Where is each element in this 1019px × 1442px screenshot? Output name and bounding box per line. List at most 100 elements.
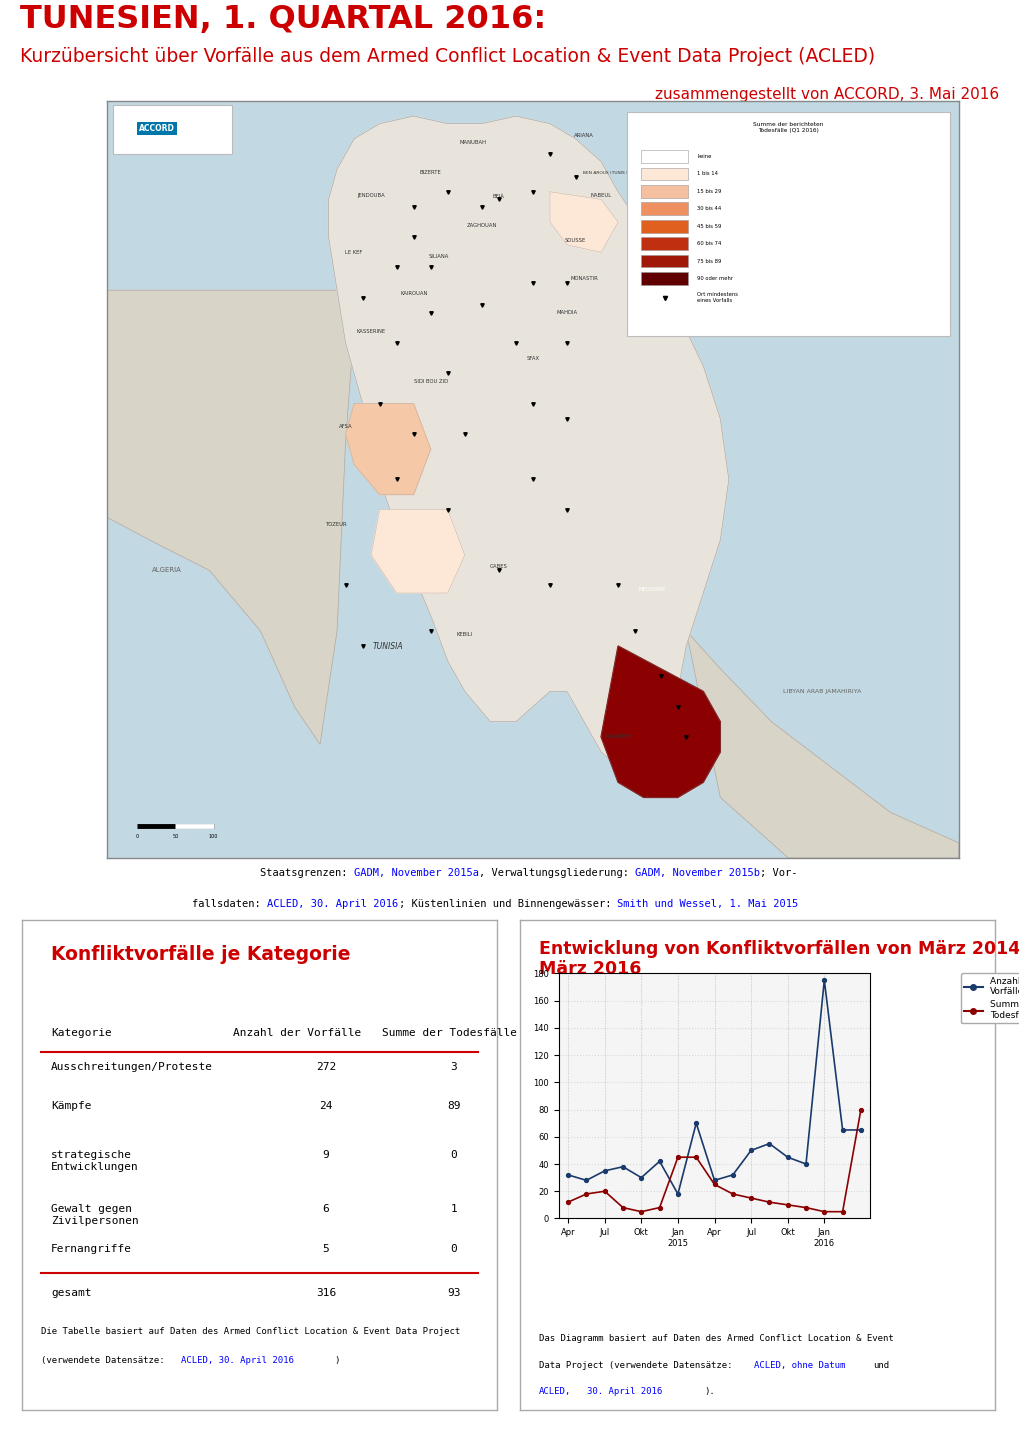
Text: BIZERTE: BIZERTE	[420, 170, 441, 176]
Text: KAIROUAN: KAIROUAN	[399, 291, 427, 297]
Text: Ausschreitungen/Proteste: Ausschreitungen/Proteste	[51, 1063, 213, 1073]
Text: NABEUL: NABEUL	[590, 193, 611, 198]
Text: ACLED, 30. April 2016: ACLED, 30. April 2016	[181, 1357, 293, 1366]
Polygon shape	[107, 290, 354, 858]
Polygon shape	[600, 646, 719, 797]
Text: 3: 3	[450, 1063, 457, 1073]
Text: Das Diagramm basiert auf Daten des Armed Conflict Location & Event: Das Diagramm basiert auf Daten des Armed…	[539, 1334, 893, 1344]
Text: 316: 316	[316, 1288, 336, 1298]
Text: 0: 0	[136, 833, 139, 839]
Polygon shape	[549, 192, 618, 252]
Text: Kategorie: Kategorie	[51, 1028, 111, 1038]
Text: SIDI BOU ZID: SIDI BOU ZID	[414, 379, 447, 384]
Text: (verwendete Datensätze:: (verwendete Datensätze:	[42, 1357, 170, 1366]
Text: ACLED,: ACLED,	[539, 1387, 571, 1396]
Bar	[641, 273, 687, 286]
Bar	[641, 150, 687, 163]
Text: 9: 9	[322, 1151, 329, 1161]
Text: keine: keine	[697, 154, 711, 159]
Text: 0: 0	[450, 1151, 457, 1161]
Bar	[641, 236, 687, 249]
Text: 272: 272	[316, 1063, 336, 1073]
Text: KEBILI: KEBILI	[457, 632, 473, 637]
Bar	[641, 167, 687, 180]
Text: MEDENINE: MEDENINE	[638, 587, 665, 591]
Text: BEJÀ: BEJÀ	[492, 193, 504, 199]
Text: MONASTIR: MONASTIR	[570, 277, 597, 281]
Text: GADM, November 2015a: GADM, November 2015a	[354, 868, 479, 878]
Text: ZAGHOUAN: ZAGHOUAN	[467, 224, 496, 228]
Bar	[641, 255, 687, 268]
Text: 5: 5	[322, 1243, 329, 1253]
Text: 93: 93	[447, 1288, 461, 1298]
Text: GABES: GABES	[489, 564, 507, 570]
Text: Kurzübersicht über Vorfälle aus dem Armed Conflict Location & Event Data Project: Kurzübersicht über Vorfälle aus dem Arme…	[20, 48, 874, 66]
Text: 100: 100	[209, 833, 218, 839]
Text: 89: 89	[447, 1102, 461, 1112]
Text: 1 bis 14: 1 bis 14	[697, 172, 717, 176]
Text: Gewalt gegen
Zivilpersonen: Gewalt gegen Zivilpersonen	[51, 1204, 139, 1226]
Text: ACLED, 30. April 2016: ACLED, 30. April 2016	[267, 898, 398, 908]
Text: , Verwaltungsgliederung:: , Verwaltungsgliederung:	[479, 868, 635, 878]
Text: TOZEUR: TOZEUR	[326, 522, 347, 528]
Bar	[641, 219, 687, 232]
Bar	[641, 202, 687, 215]
Text: TUNESIEN, 1. QUARTAL 2016:: TUNESIEN, 1. QUARTAL 2016:	[20, 4, 546, 35]
Text: SFAX: SFAX	[526, 356, 539, 360]
Text: ITALY: ITALY	[840, 159, 855, 164]
Text: 50: 50	[172, 833, 178, 839]
Text: ).: ).	[703, 1387, 714, 1396]
Text: Summe der berichteten
Todesfälle (Q1 2016): Summe der berichteten Todesfälle (Q1 201…	[753, 123, 822, 133]
Text: ACCORD: ACCORD	[140, 124, 175, 133]
Text: ALGERIA: ALGERIA	[152, 567, 181, 574]
Text: ; Vor-: ; Vor-	[759, 868, 797, 878]
Text: ; Küstenlinien und Binnengewässer:: ; Küstenlinien und Binnengewässer:	[398, 898, 616, 908]
Text: 24: 24	[319, 1102, 332, 1112]
Text: MAHDIA: MAHDIA	[556, 310, 577, 316]
Text: Smith und Wessel, 1. Mai 2015: Smith und Wessel, 1. Mai 2015	[616, 898, 798, 908]
Text: 90 oder mehr: 90 oder mehr	[697, 275, 733, 281]
Polygon shape	[371, 509, 465, 593]
Text: strategische
Entwicklungen: strategische Entwicklungen	[51, 1151, 139, 1172]
Text: KASSERINE: KASSERINE	[357, 329, 385, 335]
Text: 75 bis 89: 75 bis 89	[697, 258, 721, 264]
Text: 15 bis 29: 15 bis 29	[697, 189, 721, 193]
Text: TATAOUINE: TATAOUINE	[603, 734, 632, 740]
Polygon shape	[686, 632, 958, 858]
Text: Data Project (verwendete Datensätze:: Data Project (verwendete Datensätze:	[539, 1361, 738, 1370]
Text: BEN AROUS (TUNIS SUD): BEN AROUS (TUNIS SUD)	[582, 170, 636, 174]
Text: 1: 1	[450, 1204, 457, 1214]
Text: zusammengestellt von ACCORD, 3. Mai 2016: zusammengestellt von ACCORD, 3. Mai 2016	[655, 87, 999, 101]
Text: Ort mindestens
eines Vorfalls: Ort mindestens eines Vorfalls	[697, 293, 738, 303]
Text: Kämpfe: Kämpfe	[51, 1102, 92, 1112]
FancyBboxPatch shape	[113, 105, 232, 154]
Text: ACLED, ohne Datum: ACLED, ohne Datum	[753, 1361, 844, 1370]
Text: 30. April 2016: 30. April 2016	[586, 1387, 661, 1396]
Text: gesamt: gesamt	[51, 1288, 92, 1298]
Polygon shape	[805, 138, 899, 215]
Text: 6: 6	[322, 1204, 329, 1214]
Text: TUNIS: TUNIS	[627, 147, 642, 153]
Polygon shape	[345, 404, 430, 495]
Bar	[641, 185, 687, 198]
Text: SOUSSE: SOUSSE	[565, 238, 586, 244]
Text: Die Tabelle basiert auf Daten des Armed Conflict Location & Event Data Project: Die Tabelle basiert auf Daten des Armed …	[42, 1327, 461, 1335]
FancyBboxPatch shape	[626, 112, 950, 336]
Legend: Anzahl der
Vorfälle, Summe der
Todesfälle: Anzahl der Vorfälle, Summe der Todesfäll…	[960, 973, 1019, 1024]
Text: SILIANA: SILIANA	[429, 254, 449, 258]
Text: fallsdaten:: fallsdaten:	[193, 898, 267, 908]
Text: AFSA: AFSA	[338, 424, 352, 428]
Text: LIBYAN ARAB JAMAHIRIYA: LIBYAN ARAB JAMAHIRIYA	[783, 689, 861, 694]
Text: LE KEF: LE KEF	[345, 249, 363, 255]
Text: Entwicklung von Konfliktvorfällen von März 2014 bis
März 2016: Entwicklung von Konfliktvorfällen von Mä…	[539, 940, 1019, 979]
Text: GADM, November 2015b: GADM, November 2015b	[635, 868, 759, 878]
Text: 0: 0	[450, 1243, 457, 1253]
Polygon shape	[328, 115, 729, 767]
Text: Anzahl der Vorfälle: Anzahl der Vorfälle	[233, 1028, 362, 1038]
Text: MANUBAH: MANUBAH	[460, 140, 486, 146]
Text: ): )	[334, 1357, 339, 1366]
Text: Fernangriffe: Fernangriffe	[51, 1243, 131, 1253]
Text: Staatsgrenzen:: Staatsgrenzen:	[260, 868, 354, 878]
Text: 30 bis 44: 30 bis 44	[697, 206, 720, 212]
Text: und: und	[872, 1361, 889, 1370]
